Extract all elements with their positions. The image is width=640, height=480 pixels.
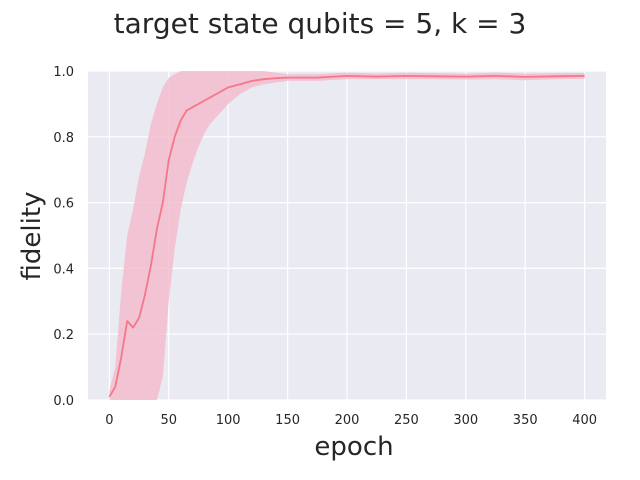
x-axis-label: epoch — [314, 432, 393, 462]
y-tick-label: 0.0 — [53, 394, 74, 409]
y-tick-label: 1.0 — [53, 65, 74, 80]
y-tick-label: 0.6 — [53, 197, 74, 212]
x-tick-label: 350 — [513, 413, 538, 428]
x-tick-label: 200 — [335, 413, 360, 428]
chart-title: target state qubits = 5, k = 3 — [114, 7, 527, 40]
x-tick-label: 50 — [161, 413, 178, 428]
x-tick-label: 400 — [572, 413, 597, 428]
x-tick-label: 0 — [105, 413, 113, 428]
y-tick-label: 0.2 — [53, 328, 74, 343]
mean-line-group — [108, 75, 585, 398]
x-tick-label: 100 — [216, 413, 241, 428]
y-tick-label: 0.4 — [53, 262, 74, 277]
y-axis-ticks: 0.0 0.2 0.4 0.6 0.8 1.0 — [53, 65, 74, 409]
x-tick-label: 250 — [394, 413, 419, 428]
x-axis-ticks: 0 50 100 150 200 250 300 350 400 — [105, 413, 597, 428]
confidence-band-group — [109, 71, 585, 400]
grid-lines — [88, 70, 606, 401]
x-tick-label: 150 — [275, 413, 300, 428]
y-axis-label: fidelity — [17, 192, 47, 281]
confidence-band — [109, 71, 585, 400]
y-tick-label: 0.8 — [53, 131, 74, 146]
x-tick-label: 300 — [453, 413, 478, 428]
mean-fidelity-line — [108, 75, 585, 398]
